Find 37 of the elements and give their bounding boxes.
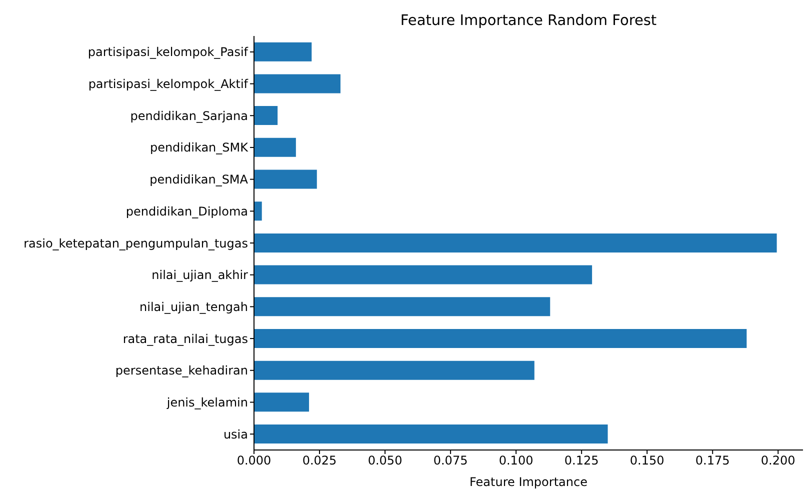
y-tick-label: pendidikan_SMA (150, 172, 249, 187)
bar (254, 233, 777, 252)
bar (254, 297, 550, 316)
y-tick-label: partisipasi_kelompok_Aktif (88, 77, 249, 92)
y-tick-label: persentase_kehadiran (115, 364, 248, 378)
y-tick-label: rata_rata_nilai_tugas (122, 332, 248, 346)
bar (254, 328, 747, 348)
chart-title: Feature Importance Random Forest (399, 13, 658, 29)
y-tick-label: nilai_ujian_tengah (140, 300, 248, 314)
bar (254, 202, 262, 221)
y-tick-label: nilai_ujian_akhir (152, 268, 248, 282)
y-tick-label: pendidikan_Diploma (126, 204, 248, 218)
y-tick-label: partisipasi_kelompok_Pasif (88, 45, 249, 60)
x-tick-label: 0.200 (760, 454, 796, 468)
x-tick-label: 0.125 (564, 454, 599, 468)
x-tick-label: 0.175 (695, 454, 730, 468)
y-tick-label: jenis_kelamin (166, 395, 248, 410)
x-tick-label: 0.025 (302, 454, 337, 468)
x-tick-label: 0.150 (630, 454, 664, 468)
y-tick-label: pendidikan_SMK (150, 140, 250, 155)
bar (254, 138, 296, 157)
x-tick-label: 0.000 (236, 454, 272, 468)
bar (254, 360, 534, 380)
bar (254, 74, 340, 94)
bar (254, 106, 278, 126)
x-tick-label: 0.050 (368, 454, 402, 468)
bar (254, 170, 317, 189)
bar (254, 392, 310, 412)
y-tick-label: rasio_ketepatan_pengumpulan_tugas (24, 236, 248, 250)
y-tick-label: usia (223, 427, 248, 442)
y-tick-label: pendidikan_Sarjana (130, 108, 248, 123)
bar (254, 42, 312, 62)
x-axis-title: Feature Importance (470, 475, 588, 489)
x-tick-label: 0.100 (498, 454, 534, 468)
x-tick-label: 0.075 (433, 454, 468, 468)
bar (254, 424, 608, 444)
bar (254, 265, 592, 284)
